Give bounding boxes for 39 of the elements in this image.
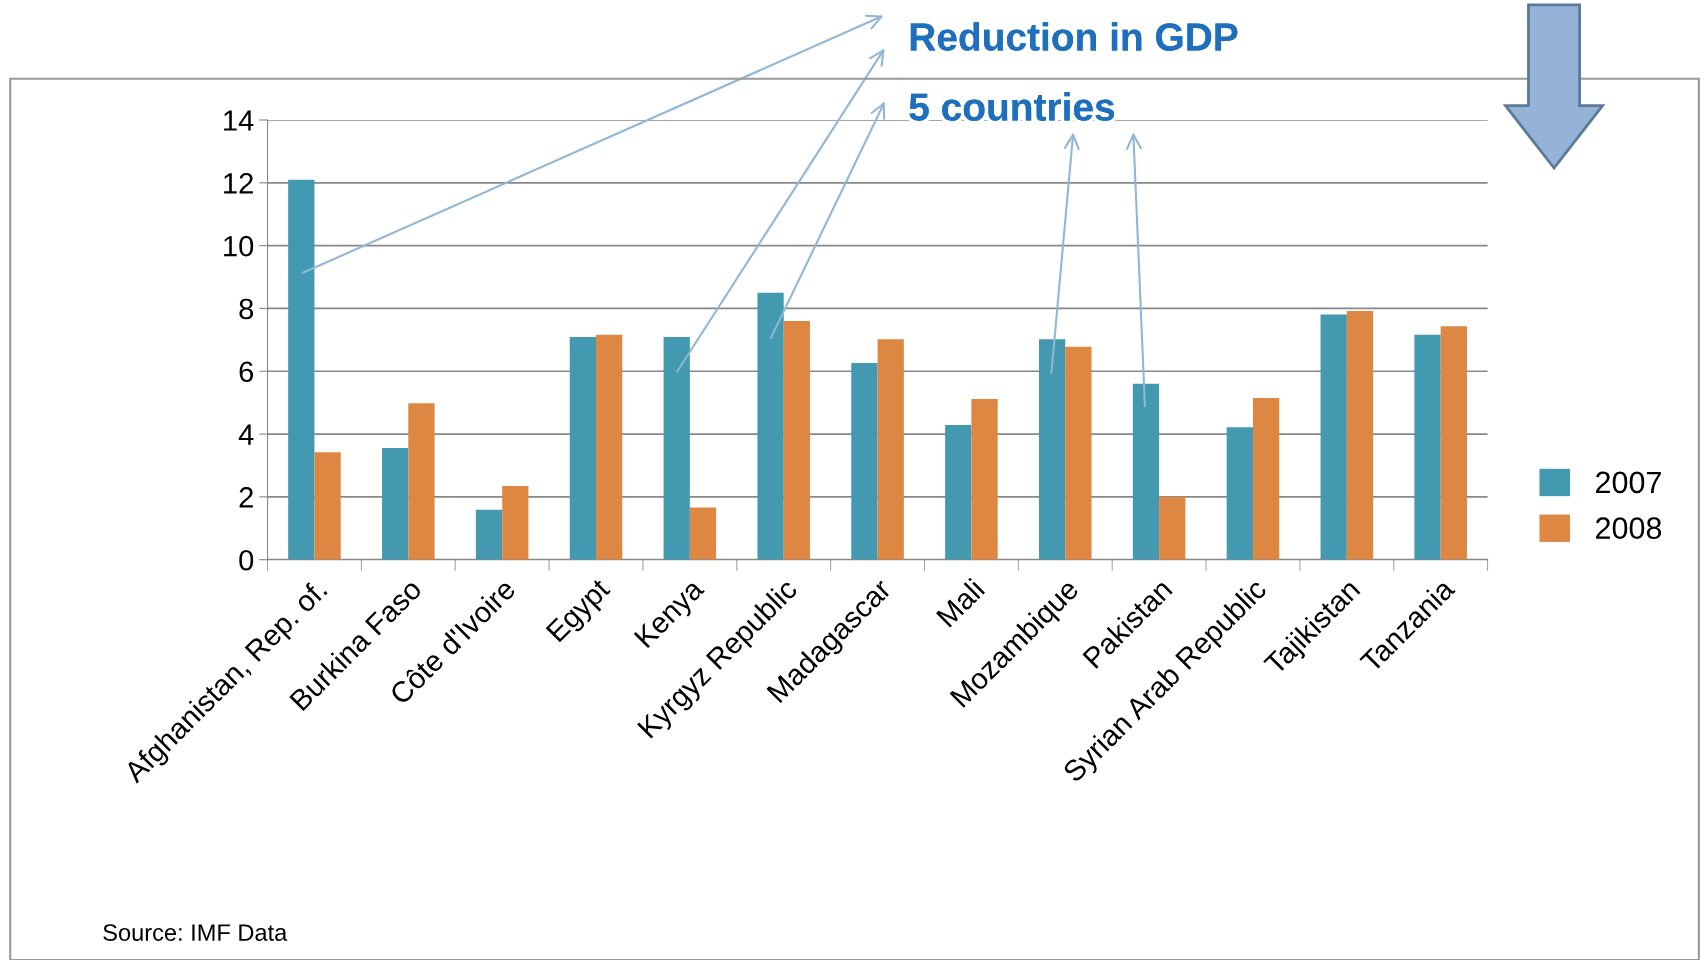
bar bbox=[288, 179, 315, 560]
bar bbox=[1440, 326, 1467, 560]
bar bbox=[757, 292, 784, 560]
bar bbox=[1346, 310, 1374, 560]
bar bbox=[382, 447, 409, 560]
y-tick-label: 12 bbox=[224, 173, 253, 194]
y-tick-label: 10 bbox=[224, 235, 254, 257]
chart-title: Reduction in GDP bbox=[910, 22, 1238, 51]
bar bbox=[314, 452, 341, 560]
bar bbox=[945, 424, 972, 560]
bar bbox=[971, 398, 998, 560]
legend-label: 2007 bbox=[1596, 471, 1661, 494]
bar bbox=[1320, 314, 1347, 560]
y-tick-label: 8 bbox=[239, 298, 254, 320]
bar bbox=[663, 337, 690, 560]
bar bbox=[851, 363, 878, 560]
y-tick-label: 2 bbox=[239, 487, 253, 508]
bar bbox=[408, 403, 435, 560]
bar bbox=[502, 485, 529, 560]
bar bbox=[1414, 334, 1441, 560]
bar bbox=[783, 321, 810, 560]
bar bbox=[475, 509, 503, 560]
bar bbox=[1252, 397, 1280, 560]
y-tick-label: 14 bbox=[224, 110, 254, 131]
bar bbox=[689, 507, 717, 560]
bar bbox=[1132, 383, 1160, 560]
y-tick-label: 0 bbox=[239, 549, 254, 571]
bar bbox=[877, 339, 904, 560]
legend-label: 2008 bbox=[1596, 517, 1662, 539]
bar bbox=[1159, 496, 1186, 560]
y-tick-label: 6 bbox=[239, 361, 254, 383]
bar bbox=[1038, 339, 1066, 560]
chart-subtitle: 5 countries bbox=[909, 92, 1115, 121]
bar bbox=[569, 337, 597, 560]
bar bbox=[1226, 427, 1253, 560]
source-note: Source: IMF Data bbox=[103, 924, 288, 941]
y-tick-label: 4 bbox=[238, 424, 254, 445]
bar bbox=[596, 334, 623, 560]
bar bbox=[1065, 346, 1092, 560]
